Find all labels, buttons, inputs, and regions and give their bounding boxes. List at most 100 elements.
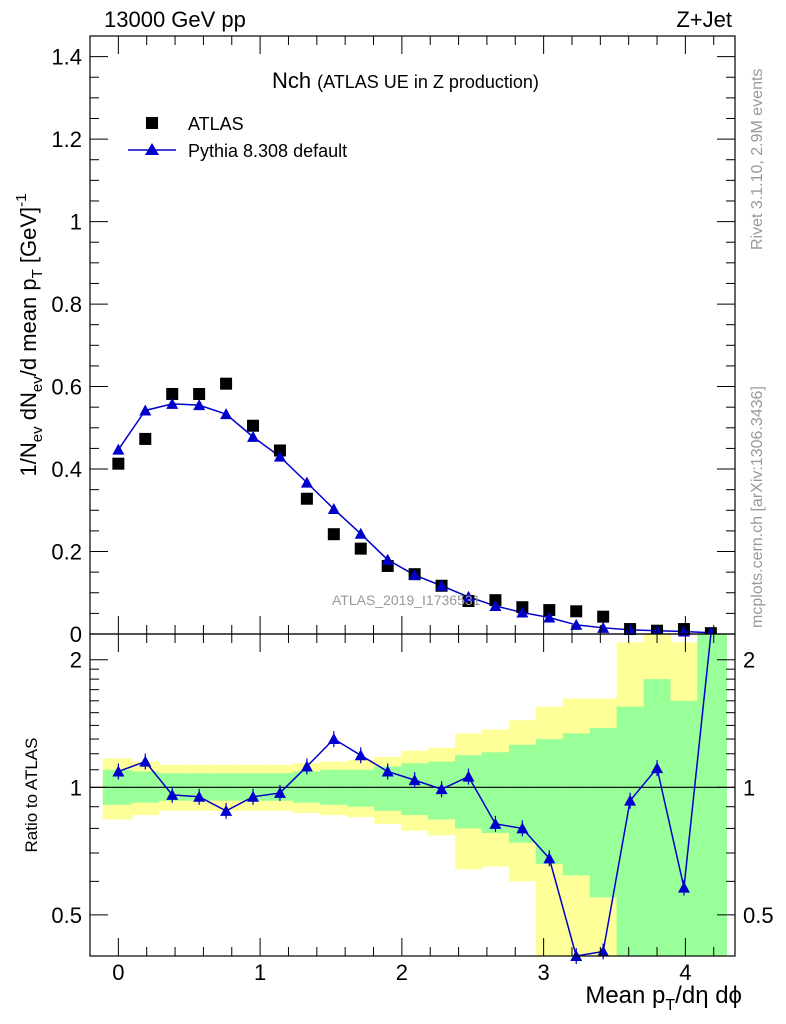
- ratio-ytick-label: 2: [70, 648, 82, 673]
- band-inner-segment: [616, 706, 645, 956]
- ratio-point: [247, 790, 260, 802]
- header-left: 13000 GeV pp: [104, 7, 246, 32]
- mcplots-note: mcplots.cern.ch [arXiv:1306.3436]: [749, 386, 766, 628]
- ratio-point: [543, 852, 556, 864]
- band-inner-segment: [455, 755, 483, 829]
- ratio-ylabel: Ratio to ATLAS: [22, 738, 41, 853]
- ratio-xtick-label: 2: [396, 960, 408, 985]
- band-inner-segment: [589, 728, 618, 898]
- pythia-point: [112, 443, 125, 455]
- ratio-point: [300, 760, 313, 772]
- rivet-note: Rivet 3.1.10, 2.9M events: [749, 69, 766, 250]
- pythia-point: [624, 623, 637, 635]
- band-inner-segment: [535, 739, 564, 864]
- main-ytick-label: 0: [70, 622, 82, 647]
- ratio-xtick-label: 0: [112, 960, 124, 985]
- main-frame: [89, 35, 736, 635]
- band-inner-segment: [670, 700, 698, 956]
- analysis-watermark: ATLAS_2019_I1736531: [332, 592, 481, 608]
- band-inner-segment: [697, 634, 727, 956]
- atlas-data-point: [220, 377, 233, 390]
- axes: 0 0.2 0.4 0.6 0.8 1 1.2 1.4 0 1 2 3 4 0.5 0.5 1 1 2 2: [51, 36, 774, 985]
- band-inner-segment: [401, 763, 429, 816]
- ratio-point: [273, 786, 286, 798]
- ratio-point: [166, 788, 179, 800]
- pythia-point: [570, 618, 583, 630]
- pythia-point: [381, 553, 394, 565]
- main-ytick-label: 1: [70, 210, 82, 235]
- x-axis-label: Mean pT/dη dϕ: [585, 982, 742, 1014]
- ratio-point: [354, 749, 367, 761]
- band-inner-segment: [562, 733, 591, 876]
- ratio-point: [139, 755, 152, 767]
- atlas-data-point: [570, 605, 583, 618]
- main-ytick-label: 0.6: [51, 375, 82, 400]
- atlas-data-point: [193, 387, 206, 400]
- plot-title: Nch (ATLAS UE in Z production): [272, 68, 539, 93]
- atlas-data-point: [112, 457, 125, 470]
- ratio-frame: [89, 633, 736, 957]
- ratio-ytick-label-right: 0.5: [743, 903, 774, 928]
- ratio-point: [327, 733, 340, 745]
- ratio-ytick-label: 0.5: [51, 903, 82, 928]
- main-ytick-label: 0.2: [51, 540, 82, 565]
- pythia-point: [273, 450, 286, 462]
- pythia-point: [300, 476, 313, 488]
- atlas-data-point: [327, 528, 340, 541]
- main-ytick-label: 0.4: [51, 457, 82, 482]
- ratio-ytick-label-right: 2: [743, 648, 755, 673]
- ratio-point: [408, 774, 421, 786]
- legend-atlas-marker: [146, 117, 158, 129]
- atlas-data-point: [166, 387, 179, 400]
- atlas-data-point: [597, 610, 610, 623]
- ratio-xtick-label: 3: [538, 960, 550, 985]
- ratio-point: [220, 804, 233, 816]
- pythia-point: [247, 430, 260, 442]
- pythia-point: [462, 590, 475, 602]
- ratio-xtick-label: 1: [254, 960, 266, 985]
- ratio-point: [112, 765, 125, 777]
- atlas-data-point: [139, 432, 152, 445]
- ratio-point: [193, 790, 206, 802]
- legend-pythia-marker: [145, 143, 159, 155]
- pythia-point: [193, 399, 206, 411]
- pythia-point: [327, 503, 340, 515]
- ratio-xtick-label: 4: [679, 960, 691, 985]
- pythia-point: [166, 397, 179, 409]
- pythia-point: [354, 527, 367, 539]
- ratio-point: [677, 881, 690, 893]
- atlas-data-point: [273, 444, 286, 457]
- ratio-point: [489, 817, 502, 829]
- pythia-point: [408, 569, 421, 581]
- ratio-point: [651, 762, 664, 774]
- band-inner-segment: [643, 679, 671, 956]
- plot-title-sub: (ATLAS UE in Z production): [317, 72, 539, 92]
- ratio-point: [516, 822, 529, 834]
- legend-pythia-label: Pythia 8.308 default: [188, 141, 347, 161]
- ratio-uncertainty-bands: [90, 634, 735, 956]
- atlas-data-point: [247, 419, 260, 432]
- main-ylabel: 1/Nev dNev/d mean pT [GeV]-1: [13, 194, 46, 477]
- plot-title-main: Nch: [272, 68, 311, 93]
- pythia-point: [220, 408, 233, 420]
- main-ytick-label: 0.8: [51, 292, 82, 317]
- pythia-point: [489, 599, 502, 611]
- ratio-plot-area: [112, 633, 712, 964]
- band-inner-segment: [347, 769, 375, 807]
- ratio-point: [435, 783, 448, 795]
- pythia-point: [139, 404, 152, 416]
- ratio-point: [462, 770, 475, 782]
- atlas-data-point: [543, 604, 556, 617]
- atlas-data-point: [300, 492, 313, 505]
- main-ytick-label: 1.4: [51, 45, 82, 70]
- ratio-ytick-label-right: 1: [743, 775, 755, 800]
- legend-atlas-label: ATLAS: [188, 114, 244, 134]
- main-ytick-label: 1.2: [51, 127, 82, 152]
- header-right: Z+Jet: [676, 7, 732, 32]
- ratio-ytick-label: 1: [70, 775, 82, 800]
- atlas-data-point: [354, 542, 367, 555]
- pythia-point: [435, 579, 448, 591]
- ratio-point: [381, 765, 394, 777]
- ratio-point: [624, 794, 637, 806]
